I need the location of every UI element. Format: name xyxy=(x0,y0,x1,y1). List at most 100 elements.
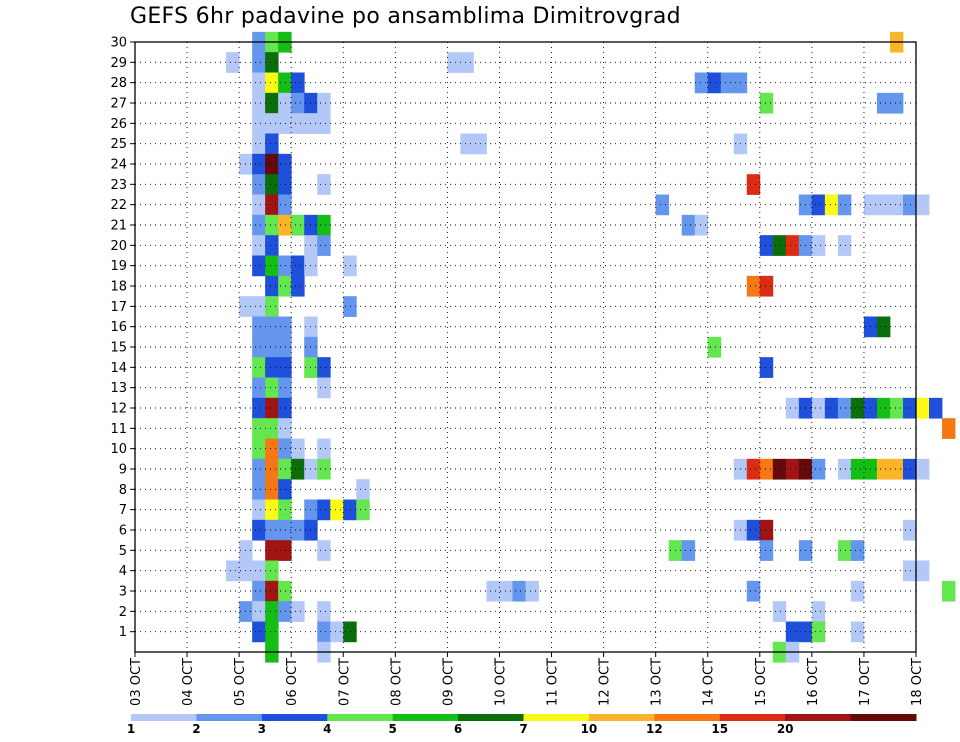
heatmap-cell xyxy=(265,316,279,338)
heatmap-cell xyxy=(291,519,305,541)
heatmap-cell xyxy=(837,235,852,256)
x-tick-label: 16 OCT xyxy=(806,658,821,706)
legend-swatch xyxy=(654,714,721,721)
heatmap-cell xyxy=(291,458,305,480)
y-tick-label: 28 xyxy=(110,76,127,91)
heatmap-cell xyxy=(252,113,266,134)
heatmap-cell xyxy=(811,601,826,622)
heatmap-cell xyxy=(265,377,279,399)
heatmap-cell xyxy=(265,275,279,297)
heatmap-cell xyxy=(252,235,266,256)
x-tick-label: 03 OCT xyxy=(129,658,144,706)
axis-ticks xyxy=(130,41,917,657)
heatmap-cell xyxy=(252,418,266,439)
heatmap-cell xyxy=(278,458,292,480)
heatmap-cell xyxy=(759,540,774,561)
y-tick-label: 26 xyxy=(110,117,127,132)
heatmap-cell xyxy=(291,92,305,114)
heatmap-cell xyxy=(265,214,279,236)
heatmap-cell xyxy=(265,174,279,195)
heatmap-cell xyxy=(278,438,292,460)
heatmap-cell xyxy=(785,621,800,643)
heatmap-cell xyxy=(265,519,279,541)
y-tick-label: 9 xyxy=(119,463,127,478)
heatmap-cell xyxy=(291,72,305,94)
heatmap-cell xyxy=(746,580,761,602)
heatmap-cell xyxy=(902,397,917,419)
heatmap-cell xyxy=(746,275,761,297)
heatmap-cell xyxy=(278,357,292,378)
heatmap-cell xyxy=(252,194,266,216)
heatmap-cell xyxy=(252,499,266,521)
heatmap-cell xyxy=(291,113,305,134)
heatmap-cell xyxy=(902,194,917,216)
heatmap-cell xyxy=(278,92,292,114)
heatmap-cell xyxy=(343,499,357,521)
heatmap-cell xyxy=(746,519,761,541)
legend-swatch xyxy=(261,714,328,721)
heatmap-cell xyxy=(226,52,240,73)
heatmap-cell xyxy=(707,336,722,358)
x-tick-label: 11 OCT xyxy=(546,658,561,706)
heatmap-cell xyxy=(889,458,904,480)
x-tick-label: 09 OCT xyxy=(441,658,456,706)
heatmap-cell xyxy=(942,580,956,602)
heatmap-cell xyxy=(343,255,357,277)
heatmap-cell xyxy=(291,275,305,297)
x-tick-label: 18 OCT xyxy=(910,658,925,706)
heatmap-cell xyxy=(265,52,279,73)
heatmap-cell xyxy=(720,72,735,94)
y-tick-label: 19 xyxy=(110,259,127,274)
heatmap-cell xyxy=(850,580,865,602)
y-tick-label: 20 xyxy=(110,239,127,254)
heatmap-cell xyxy=(252,560,266,582)
y-tick-label: 25 xyxy=(110,137,127,152)
heatmap-cell xyxy=(929,397,943,419)
legend-label: 1 xyxy=(127,722,135,736)
heatmap-cell xyxy=(278,601,292,622)
heatmap-cell xyxy=(343,621,357,643)
heatmap-cell xyxy=(317,174,331,195)
heatmap-cell xyxy=(759,235,774,256)
heatmap-cell xyxy=(252,601,266,622)
y-tick-label: 10 xyxy=(110,442,127,457)
y-tick-label: 24 xyxy=(110,158,127,173)
heatmap-cell xyxy=(291,214,305,236)
heatmap-cell xyxy=(265,194,279,216)
legend-swatch xyxy=(523,714,590,721)
heatmap-cell xyxy=(916,194,930,216)
heatmap-cell xyxy=(889,194,904,216)
heatmap-cell xyxy=(278,275,292,297)
heatmap-cell xyxy=(265,580,279,602)
heatmap-cell xyxy=(343,296,357,317)
legend-label: 4 xyxy=(323,722,331,736)
heatmap-cell xyxy=(317,540,331,561)
legend-label: 10 xyxy=(581,722,598,736)
heatmap-cell xyxy=(759,92,774,114)
x-tick-label: 10 OCT xyxy=(493,658,508,706)
heatmap-cell xyxy=(317,499,331,521)
legend-label: 15 xyxy=(711,722,728,736)
y-tick-label: 12 xyxy=(110,402,127,417)
heatmap-cell xyxy=(785,458,800,480)
heatmap-cell xyxy=(278,214,292,236)
heatmap-cell xyxy=(278,418,292,439)
heatmap-cell xyxy=(252,621,266,643)
heatmap-cell xyxy=(824,194,839,216)
heatmap-cell xyxy=(356,479,370,500)
y-tick-label: 8 xyxy=(119,483,127,498)
heatmap-cell xyxy=(278,519,292,541)
heatmap-cell xyxy=(499,580,513,602)
heatmap-cell xyxy=(902,519,917,541)
heatmap-cell xyxy=(265,479,279,500)
heatmap-cell xyxy=(512,580,526,602)
heatmap-cell xyxy=(252,479,266,500)
heatmap-cell xyxy=(889,92,904,114)
heatmap-cell xyxy=(252,377,266,399)
y-tick-label: 18 xyxy=(110,280,127,295)
legend-swatch xyxy=(785,714,852,721)
legend-label: 12 xyxy=(646,722,663,736)
heatmap-cell xyxy=(278,174,292,195)
x-axis-labels: 03 OCT 04 OCT 05 OCT 06 OCT 07 OCT 08 OCT 09 O… xyxy=(129,658,925,706)
